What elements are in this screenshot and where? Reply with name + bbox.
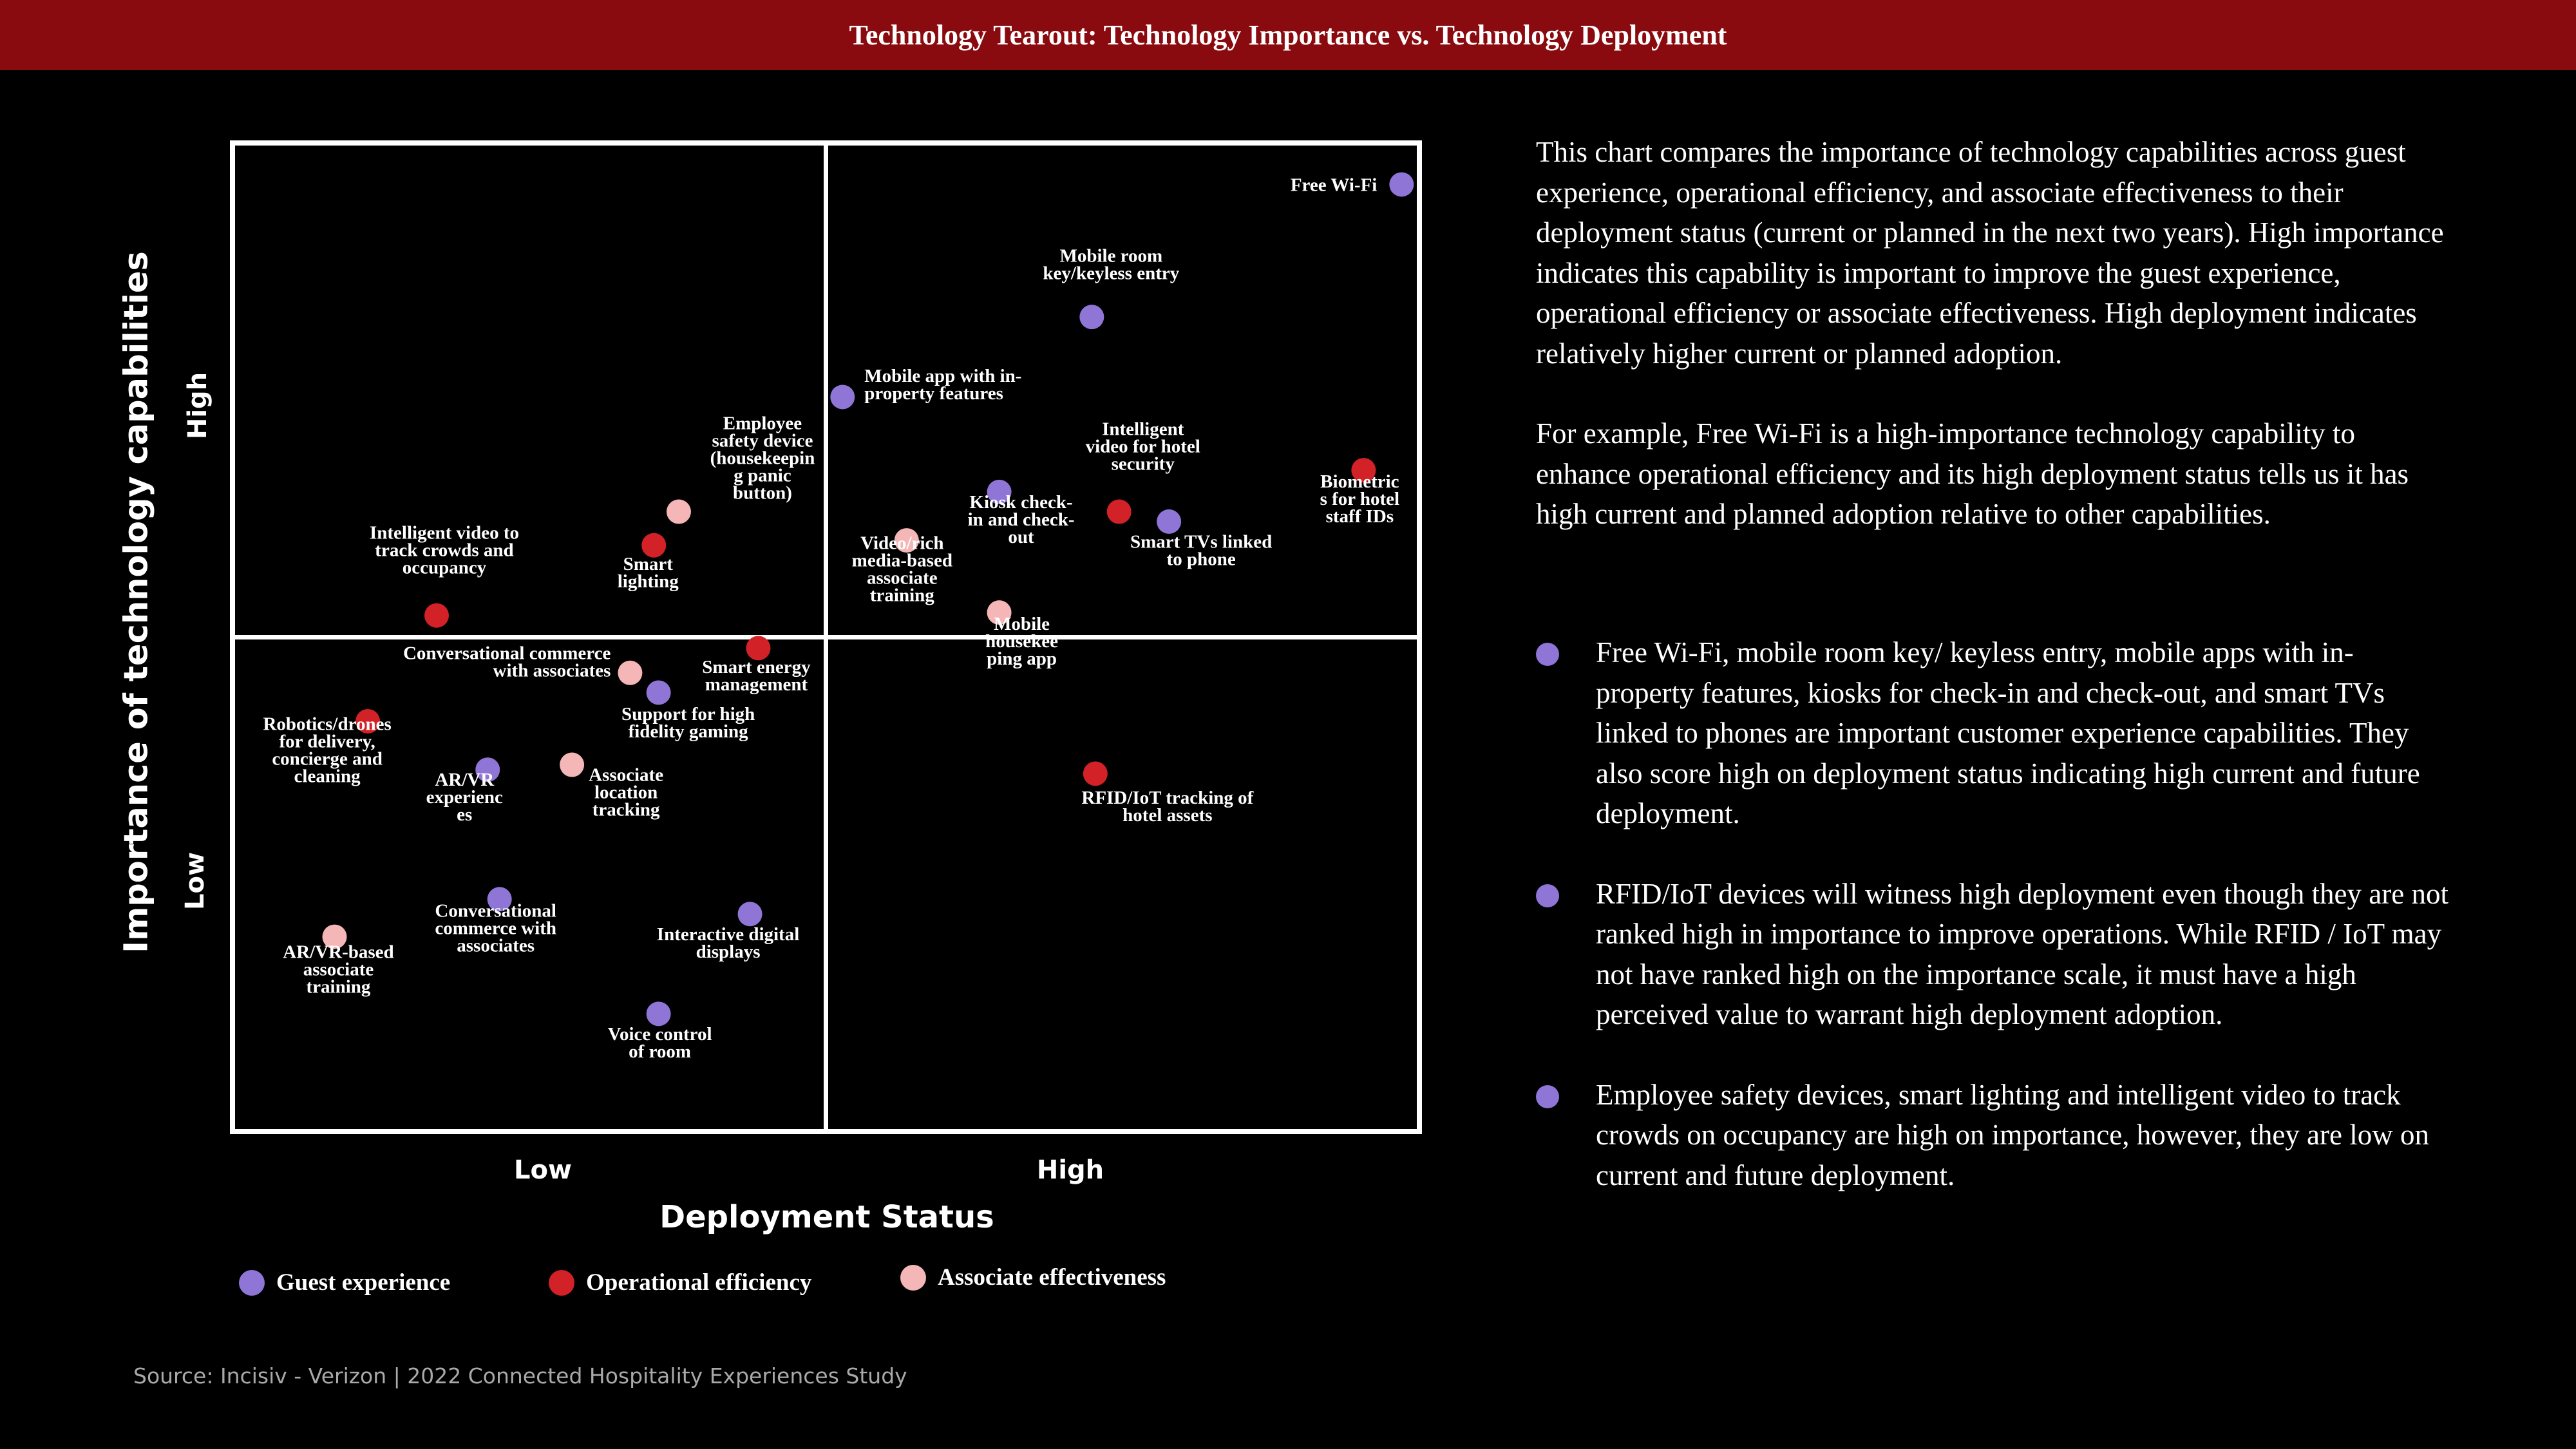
bullet-dot-icon [1536, 884, 1559, 907]
insight-list: Free Wi-Fi, mobile room key/ keyless ent… [1536, 632, 2450, 1235]
legend-item-associate: Associate effectiveness [900, 1264, 1166, 1291]
y-axis-label: Importance of technology capabilities [117, 251, 156, 953]
point-label: Smart lighting [618, 554, 679, 592]
point-label: AR/VR experienc es [426, 770, 503, 825]
data-point [618, 660, 643, 685]
point-label: Voice control of room [608, 1024, 712, 1062]
data-point [560, 752, 585, 777]
point-label: Interactive digital displays [657, 924, 799, 962]
point-label: AR/VR-based associate training [283, 942, 393, 998]
data-point [646, 680, 671, 705]
insight-text: Employee safety devices, smart lighting … [1596, 1078, 2429, 1191]
insight-item: Employee safety devices, smart lighting … [1536, 1075, 2450, 1196]
description-panel: This chart compares the importance of te… [1536, 132, 2450, 574]
title-banner: Technology Tearout: Technology Importanc… [0, 0, 2576, 70]
page-title: Technology Tearout: Technology Importanc… [849, 19, 1727, 51]
data-point [666, 499, 691, 524]
data-point [322, 924, 347, 949]
point-label: Associate location tracking [589, 765, 663, 820]
data-point [830, 384, 855, 410]
legend-item-guest: Guest experience [239, 1269, 450, 1296]
data-point [1083, 761, 1108, 786]
insight-item: Free Wi-Fi, mobile room key/ keyless ent… [1536, 632, 2450, 834]
point-label: Kiosk check-in and check-out [968, 492, 1075, 547]
point-label: Robotics/drones for delivery, concierge an… [263, 714, 391, 786]
data-point [475, 757, 500, 782]
point-label: Intelligent video to track crowds and occu… [370, 523, 519, 578]
x-tick-low: Low [514, 1155, 572, 1185]
data-point [746, 636, 771, 661]
legend-item-operational: Operational efficiency [549, 1269, 811, 1296]
data-point [1351, 458, 1376, 483]
point-label: Mobile housekee ping app [985, 614, 1058, 669]
point-label: Employee safety device (housekeepin g panic… [710, 413, 815, 504]
legend-swatch-associate [900, 1264, 926, 1291]
point-label: Intelligent video for hotel security [1086, 419, 1200, 475]
legend-label-associate: Associate effectiveness [938, 1264, 1166, 1291]
description-paragraph-1: This chart compares the importance of te… [1536, 136, 2444, 370]
data-point [641, 533, 667, 558]
bullet-dot-icon [1536, 643, 1559, 666]
data-point [355, 708, 381, 734]
legend-label-operational: Operational efficiency [586, 1269, 812, 1296]
data-point [1106, 499, 1132, 524]
point-label: Free Wi-Fi [1291, 175, 1378, 195]
x-tick-high: High [1036, 1155, 1104, 1185]
data-point [987, 600, 1012, 625]
data-point [487, 887, 512, 912]
y-tick-low: Low [180, 852, 210, 910]
y-tick-high: High [183, 372, 213, 440]
point-label: Smart energy management [702, 657, 811, 695]
legend-swatch-operational [549, 1269, 574, 1296]
legend-label-guest: Guest experience [276, 1269, 451, 1296]
source-note: Source: Incisiv - Verizon | 2022 Connect… [133, 1363, 907, 1388]
point-label: Mobile room key/keyless entry [1043, 246, 1179, 284]
point-label: Support for high fidelity gaming [621, 704, 755, 742]
data-point [1079, 305, 1104, 330]
insight-text: Free Wi-Fi, mobile room key/ keyless ent… [1596, 636, 2420, 829]
description-paragraph-2: For example, Free Wi-Fi is a high-import… [1536, 417, 2409, 530]
point-label: Mobile app with in-property features [864, 366, 1021, 404]
data-point [424, 603, 449, 628]
point-label: Conversational commerce with associates [403, 643, 611, 681]
insight-text: RFID/IoT devices will witness high deplo… [1596, 877, 2448, 1031]
data-point [646, 1001, 671, 1027]
point-label: RFID/IoT tracking of hotel assets [1081, 788, 1253, 826]
point-label: Conversational commerce with associates [435, 900, 556, 956]
data-point [987, 479, 1012, 504]
x-axis-label: Deployment Status [659, 1199, 994, 1235]
data-point [737, 902, 762, 927]
point-label: Biometric s for hotel staff IDs [1320, 471, 1400, 527]
data-point [1389, 172, 1414, 197]
data-point [894, 528, 919, 553]
insight-item: RFID/IoT devices will witness high deplo… [1536, 874, 2450, 1035]
data-point [1157, 509, 1182, 534]
point-label: Smart TVs linked to phone [1130, 531, 1272, 569]
bullet-dot-icon [1536, 1084, 1559, 1108]
legend-swatch-guest [239, 1269, 265, 1296]
point-label: Video/rich media-based associate training [852, 533, 952, 606]
